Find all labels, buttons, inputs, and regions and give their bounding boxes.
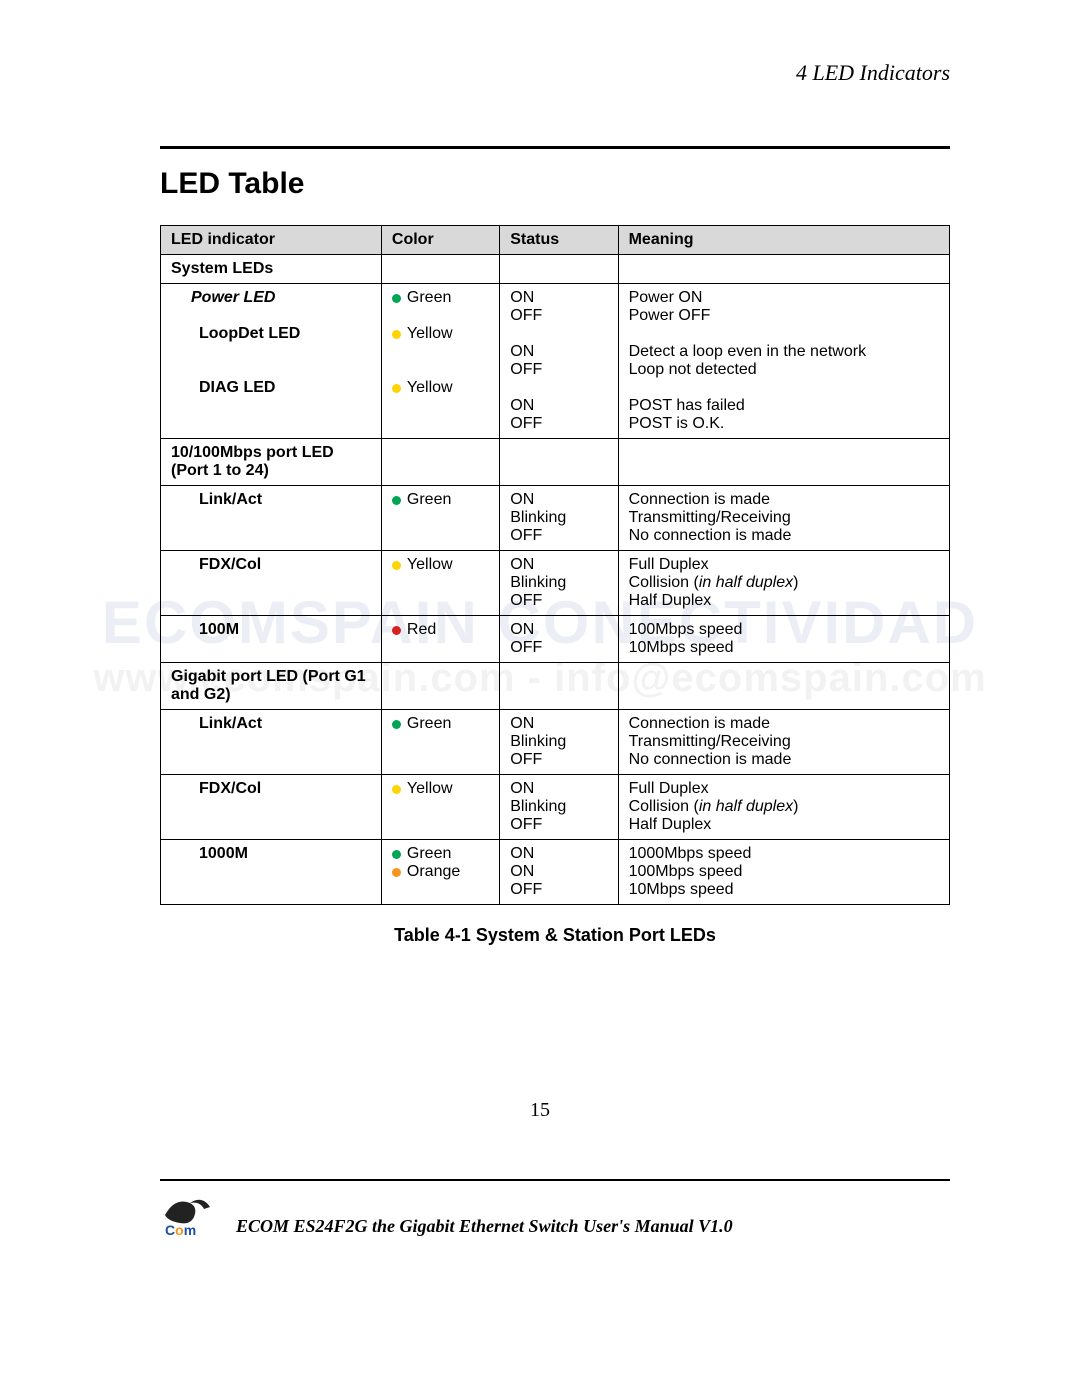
row-linkact1: Link/Act Green ON Blinking OFF Connectio… — [161, 486, 950, 551]
footer-text: ECOM ES24F2G the Gigabit Ethernet Switch… — [236, 1216, 950, 1237]
table-caption: Table 4-1 System & Station Port LEDs — [160, 925, 950, 946]
dot-red-icon — [392, 626, 401, 635]
section-gigabit: Gigabit port LED (Port G1 and G2) — [161, 663, 950, 710]
dot-yellow-icon — [392, 330, 401, 339]
svg-text:Com: Com — [165, 1222, 196, 1237]
page: 4 LED Indicators LED Table LED indicator… — [0, 0, 1080, 1397]
dot-green-icon — [392, 720, 401, 729]
led-table: LED indicator Color Status Meaning Syste… — [160, 225, 950, 905]
dot-yellow-icon — [392, 384, 401, 393]
cell-status: ON OFF ON OFF ON OFF — [500, 284, 618, 439]
row-power-loopdet-diag: Power LED LoopDet LED DIAG LED Green Yel… — [161, 284, 950, 439]
label-diag-led: DIAG LED — [171, 379, 275, 397]
row-1000m: 1000M Green Orange ON ON OFF 1000Mbps sp… — [161, 840, 950, 905]
section-label: 10/100Mbps port LED (Port 1 to 24) — [161, 439, 382, 486]
section-label: System LEDs — [161, 255, 382, 284]
dot-orange-icon — [392, 868, 401, 877]
row-linkact2: Link/Act Green ON Blinking OFF Connectio… — [161, 710, 950, 775]
chapter-header: 4 LED Indicators — [160, 60, 950, 86]
dot-green-icon — [392, 496, 401, 505]
footer-rule — [160, 1179, 950, 1181]
label-loopdet-led: LoopDet LED — [171, 325, 300, 343]
section-title: LED Table — [160, 167, 950, 201]
cell-meaning: Power ON Power OFF Detect a loop even in… — [618, 284, 949, 439]
section-10-100: 10/100Mbps port LED (Port 1 to 24) — [161, 439, 950, 486]
section-system-leds: System LEDs — [161, 255, 950, 284]
row-fdxcol1: FDX/Col Yellow ON Blinking OFF Full Dupl… — [161, 551, 950, 616]
th-meaning: Meaning — [618, 226, 949, 255]
row-fdxcol2: FDX/Col Yellow ON Blinking OFF Full Dupl… — [161, 775, 950, 840]
dot-yellow-icon — [392, 561, 401, 570]
section-rule — [160, 146, 950, 149]
page-number: 15 — [0, 1099, 1080, 1122]
ecom-logo-icon: Com — [160, 1187, 220, 1237]
dot-green-icon — [392, 294, 401, 303]
label-power-led: Power LED — [171, 289, 275, 307]
row-100m: 100M Red ON OFF 100Mbps speed 10Mbps spe… — [161, 616, 950, 663]
th-color: Color — [381, 226, 499, 255]
footer: Com ECOM ES24F2G the Gigabit Ethernet Sw… — [160, 1179, 950, 1237]
table-header-row: LED indicator Color Status Meaning — [161, 226, 950, 255]
cell-color: Green Yellow Yellow — [381, 284, 499, 439]
dot-yellow-icon — [392, 785, 401, 794]
th-status: Status — [500, 226, 618, 255]
dot-green-icon — [392, 850, 401, 859]
section-label: Gigabit port LED (Port G1 and G2) — [161, 663, 382, 710]
th-indicator: LED indicator — [161, 226, 382, 255]
cell-indicator: Power LED LoopDet LED DIAG LED — [161, 284, 382, 439]
